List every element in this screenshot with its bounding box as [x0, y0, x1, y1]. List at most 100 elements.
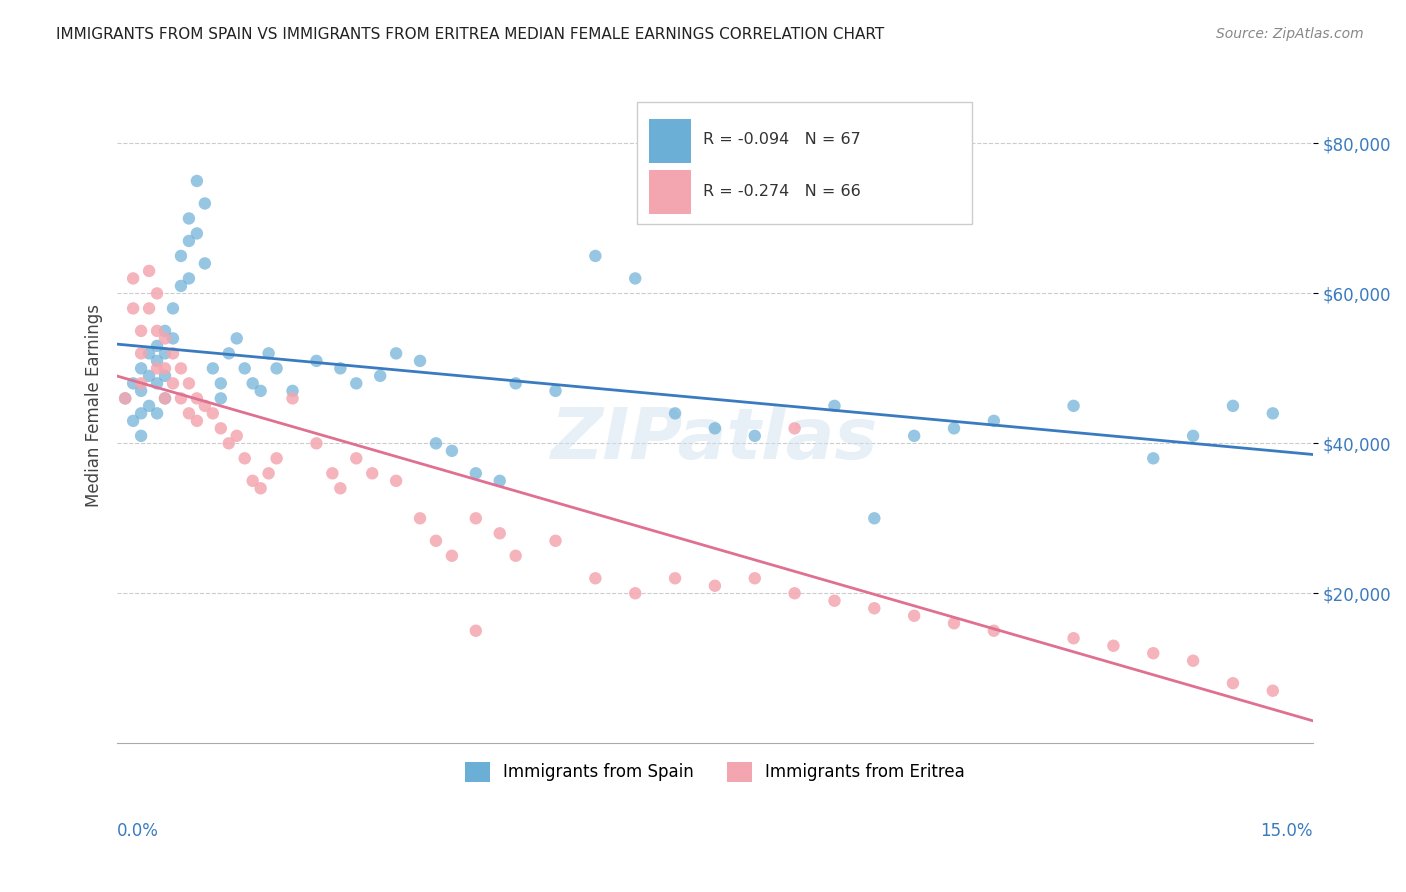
Text: R = -0.274   N = 66: R = -0.274 N = 66	[703, 184, 860, 199]
Point	[209, 421, 232, 435]
Point	[209, 376, 232, 391]
Point	[146, 361, 169, 376]
Point	[1261, 683, 1284, 698]
Point	[153, 392, 176, 406]
Point	[1222, 399, 1244, 413]
Text: 0.0%: 0.0%	[117, 822, 159, 840]
Point	[242, 474, 264, 488]
Text: ZIPatlas: ZIPatlas	[551, 405, 879, 474]
Point	[305, 436, 328, 450]
Point	[162, 301, 184, 316]
Point	[122, 271, 145, 285]
Point	[194, 196, 217, 211]
Point	[440, 443, 463, 458]
Point	[201, 361, 224, 376]
Point	[177, 406, 200, 420]
Point	[903, 608, 925, 623]
Y-axis label: Median Female Earnings: Median Female Earnings	[86, 304, 103, 508]
Point	[146, 376, 169, 391]
Point	[129, 361, 152, 376]
Point	[170, 361, 193, 376]
Point	[744, 429, 766, 443]
Point	[783, 586, 806, 600]
Point	[146, 354, 169, 368]
Point	[464, 511, 486, 525]
Point	[249, 384, 271, 398]
Point	[488, 526, 510, 541]
Point	[146, 324, 169, 338]
Point	[824, 399, 846, 413]
Point	[170, 249, 193, 263]
Point	[129, 384, 152, 398]
Point	[153, 392, 176, 406]
Point	[425, 533, 447, 548]
Point	[177, 211, 200, 226]
Point	[114, 392, 136, 406]
Point	[170, 279, 193, 293]
Point	[129, 376, 152, 391]
Point	[266, 451, 288, 466]
Point	[624, 586, 647, 600]
Point	[385, 346, 408, 360]
Point	[1182, 654, 1205, 668]
Point	[225, 331, 247, 345]
Point	[146, 406, 169, 420]
Point	[583, 571, 606, 585]
Text: IMMIGRANTS FROM SPAIN VS IMMIGRANTS FROM ERITREA MEDIAN FEMALE EARNINGS CORRELAT: IMMIGRANTS FROM SPAIN VS IMMIGRANTS FROM…	[56, 27, 884, 42]
Point	[385, 474, 408, 488]
Point	[153, 368, 176, 383]
Point	[146, 339, 169, 353]
Point	[783, 421, 806, 435]
Point	[464, 467, 486, 481]
Point	[983, 414, 1005, 428]
Point	[162, 346, 184, 360]
Point	[863, 511, 886, 525]
Point	[153, 346, 176, 360]
Point	[544, 533, 567, 548]
Point	[305, 354, 328, 368]
Point	[544, 384, 567, 398]
Point	[138, 368, 160, 383]
Point	[186, 227, 208, 241]
Point	[344, 376, 367, 391]
Point	[194, 256, 217, 270]
Point	[1063, 632, 1085, 646]
Point	[329, 481, 352, 495]
Point	[201, 406, 224, 420]
Point	[129, 406, 152, 420]
Point	[170, 392, 193, 406]
Point	[321, 467, 343, 481]
Legend: Immigrants from Spain, Immigrants from Eritrea: Immigrants from Spain, Immigrants from E…	[458, 756, 972, 789]
Point	[153, 331, 176, 345]
Point	[943, 421, 966, 435]
Point	[409, 511, 432, 525]
Point	[146, 286, 169, 301]
Point	[703, 579, 725, 593]
Point	[233, 361, 256, 376]
Point	[138, 264, 160, 278]
Point	[583, 249, 606, 263]
FancyBboxPatch shape	[650, 120, 690, 163]
Point	[943, 616, 966, 631]
Point	[177, 234, 200, 248]
Point	[162, 376, 184, 391]
Point	[162, 331, 184, 345]
Point	[177, 376, 200, 391]
Point	[194, 399, 217, 413]
Point	[464, 624, 486, 638]
Point	[664, 571, 686, 585]
Point	[329, 361, 352, 376]
Point	[186, 174, 208, 188]
Point	[409, 354, 432, 368]
Point	[233, 451, 256, 466]
Point	[664, 406, 686, 420]
Point	[1182, 429, 1205, 443]
Point	[153, 361, 176, 376]
Point	[425, 436, 447, 450]
Point	[218, 436, 240, 450]
Point	[218, 346, 240, 360]
Point	[903, 429, 925, 443]
Point	[225, 429, 247, 443]
Point	[186, 414, 208, 428]
Point	[824, 593, 846, 607]
